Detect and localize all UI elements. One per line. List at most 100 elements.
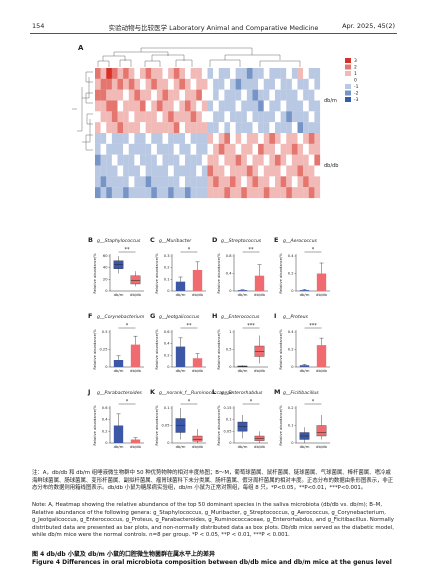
bar [113,425,124,443]
heatmap-cell [291,111,298,123]
heatmap-cell [151,154,157,166]
y-axis-label: Relative abundance/% [217,405,221,446]
heatmap-cell [111,89,118,101]
heatmap-cell [269,154,276,166]
heatmap-cell [106,143,112,155]
panel-title: g__Enterorhabdus [221,390,263,396]
heatmap-cell [201,100,208,112]
heatmap-cell [207,133,214,144]
heatmap-cell [201,143,208,155]
heatmap-cell [162,154,169,166]
heatmap-cell [185,68,191,79]
heatmap-cell [134,154,141,166]
heatmap-cell [201,187,208,199]
panel-label: F [88,312,92,320]
heatmap-cell [173,78,180,90]
heatmap-cell [286,133,292,144]
heatmap-cell [207,68,214,79]
heatmap-cell [173,187,180,199]
heatmap-cell [190,154,197,166]
heatmap-cell [100,154,107,166]
y-tick-label: 0.2 [164,266,170,270]
heatmap-cell [241,122,247,134]
heatmap-cell [145,187,152,199]
heatmap-cell [196,100,202,112]
heatmap-cell [162,111,169,123]
heatmap-cell [140,187,146,199]
x-tick-label: db/db [316,444,328,449]
heatmap-cell [263,133,270,144]
heatmap-cell [230,111,236,123]
heatmap-cell [140,176,146,188]
heatmap-cell [117,165,124,177]
panel-label: M [274,388,280,396]
heatmap-cell [117,133,124,144]
y-tick-label: 0.2 [288,272,294,276]
heatmap-cell [252,133,259,144]
heatmap-cell [185,176,191,188]
heatmap-cell [241,154,247,166]
heatmap-cell [258,187,264,199]
heatmap-cell [162,89,169,101]
heatmap-cell [168,176,174,188]
panel-label: C [150,236,155,244]
heatmap-cell [241,100,247,112]
heatmap-cell [106,187,112,199]
heatmap-cell [151,176,157,188]
bar [175,281,186,291]
heatmap-cell [190,165,197,177]
heatmap-cell [162,176,169,188]
heatmap-cell [185,89,191,101]
heatmap-cell [224,176,231,188]
heatmap-cell [185,154,191,166]
heatmap-cell [263,165,270,177]
dendrogram [72,47,301,151]
heatmap-cell [123,133,129,144]
heatmap-cell [207,100,214,112]
heatmap-cell [168,100,174,112]
heatmap-cell [117,187,124,199]
heatmap-cell [128,89,135,101]
y-tick-label: 0.1 [164,406,170,410]
heatmap-cell [275,165,281,177]
heatmap-cell [303,165,309,177]
y-tick-label: 0.15 [223,406,231,410]
heatmap-cell [303,78,309,90]
journal-title: 实验动物与比较医学 Laboratory Animal and Comparat… [108,24,319,32]
y-axis-label: Relative abundance/% [217,329,221,370]
heatmap-cell [179,176,186,188]
heatmap-cell [117,89,124,101]
heatmap-cell [162,122,169,134]
heatmap-cell [258,78,264,90]
heatmap-cell [173,143,180,155]
heatmap-cell [297,154,304,166]
heatmap-cell [207,165,214,177]
heatmap-cell [291,133,298,144]
heatmap-cell [275,89,281,101]
heatmap-cell [291,187,298,199]
group-label: db/m [324,98,337,104]
heatmap-cell [314,122,321,134]
heatmap-cell [95,100,101,112]
heatmap-cell [213,176,219,188]
heatmap-cell [258,133,264,144]
heatmap-cell [297,165,304,177]
y-tick-label: 0 [229,365,232,369]
significance: * [250,399,253,405]
heatmap-cell [117,122,124,134]
heatmap-cell [286,165,292,177]
heatmap-cell [179,154,186,166]
heatmap-cell [308,100,315,112]
heatmap-cell [297,122,304,134]
heatmap-cell [111,111,118,123]
heatmap-cell [308,111,315,123]
heatmap-cell [303,68,309,79]
heatmap-cell [230,133,236,144]
heatmap-cell [218,122,225,134]
heatmap-cell [156,187,163,199]
heatmap-cell [218,176,225,188]
heatmap-cell [275,133,281,144]
heatmap-cell [179,187,186,199]
caption-note-en: Note: A, Heatmap showing the relative ab… [32,502,394,539]
heatmap-cell [201,68,208,79]
